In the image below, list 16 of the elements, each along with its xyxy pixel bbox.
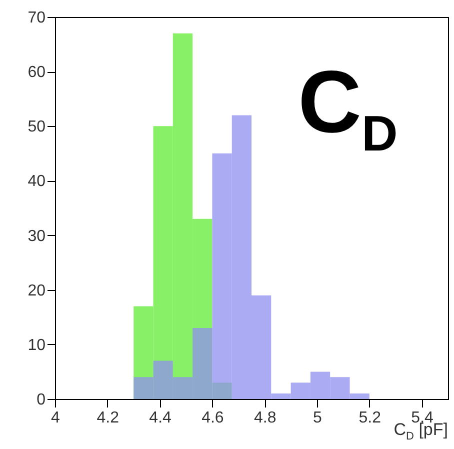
y-tick-label: 0 xyxy=(36,392,46,408)
x-tick-label: 4.2 xyxy=(96,410,120,426)
y-tick-label: 30 xyxy=(28,228,46,245)
x-tick-label: 4.8 xyxy=(254,410,276,426)
y-tick-label: 10 xyxy=(28,336,46,354)
x-tick-label: 4.4 xyxy=(149,410,172,426)
x-tick-label: 5.2 xyxy=(358,410,382,426)
y-tick-label: 60 xyxy=(28,64,46,82)
annotation: C$_{D}$ xyxy=(298,52,398,162)
y-tick-label: 70 xyxy=(28,10,46,26)
y-tick-label: 40 xyxy=(28,173,46,190)
x-tick-label: 4 xyxy=(51,410,60,426)
y-tick-label: 50 xyxy=(28,118,46,136)
y-tick-label: 20 xyxy=(28,282,46,300)
x-tick-label: 4.6 xyxy=(202,410,224,426)
x-tick-label: 5 xyxy=(313,410,322,426)
